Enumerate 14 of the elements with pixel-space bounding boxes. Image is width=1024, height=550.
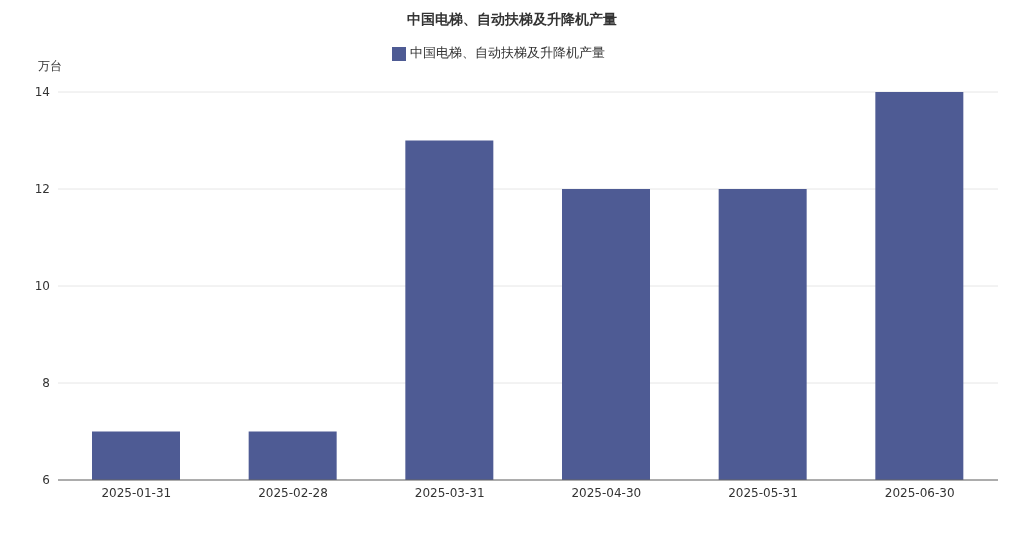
x-tick-label: 2025-02-28: [258, 485, 328, 500]
legend-label: 中国电梯、自动扶梯及升降机产量: [409, 45, 605, 60]
y-tick-label: 8: [42, 376, 50, 391]
x-tick-label: 2025-04-30: [571, 485, 642, 500]
y-axis-title: 万台: [38, 58, 62, 75]
x-tick-label: 2025-06-30: [884, 485, 955, 500]
y-tick-label: 6: [42, 473, 50, 488]
x-tick-label: 2025-01-31: [101, 485, 172, 500]
x-tick-label: 2025-05-31: [728, 485, 798, 500]
x-tick-label: 2025-03-31: [414, 485, 485, 500]
y-tick-label: 12: [34, 182, 50, 197]
y-tick-label: 10: [34, 279, 50, 294]
chart-title: 中国电梯、自动扶梯及升降机产量: [406, 10, 618, 29]
y-tick-label: 14: [34, 85, 50, 100]
